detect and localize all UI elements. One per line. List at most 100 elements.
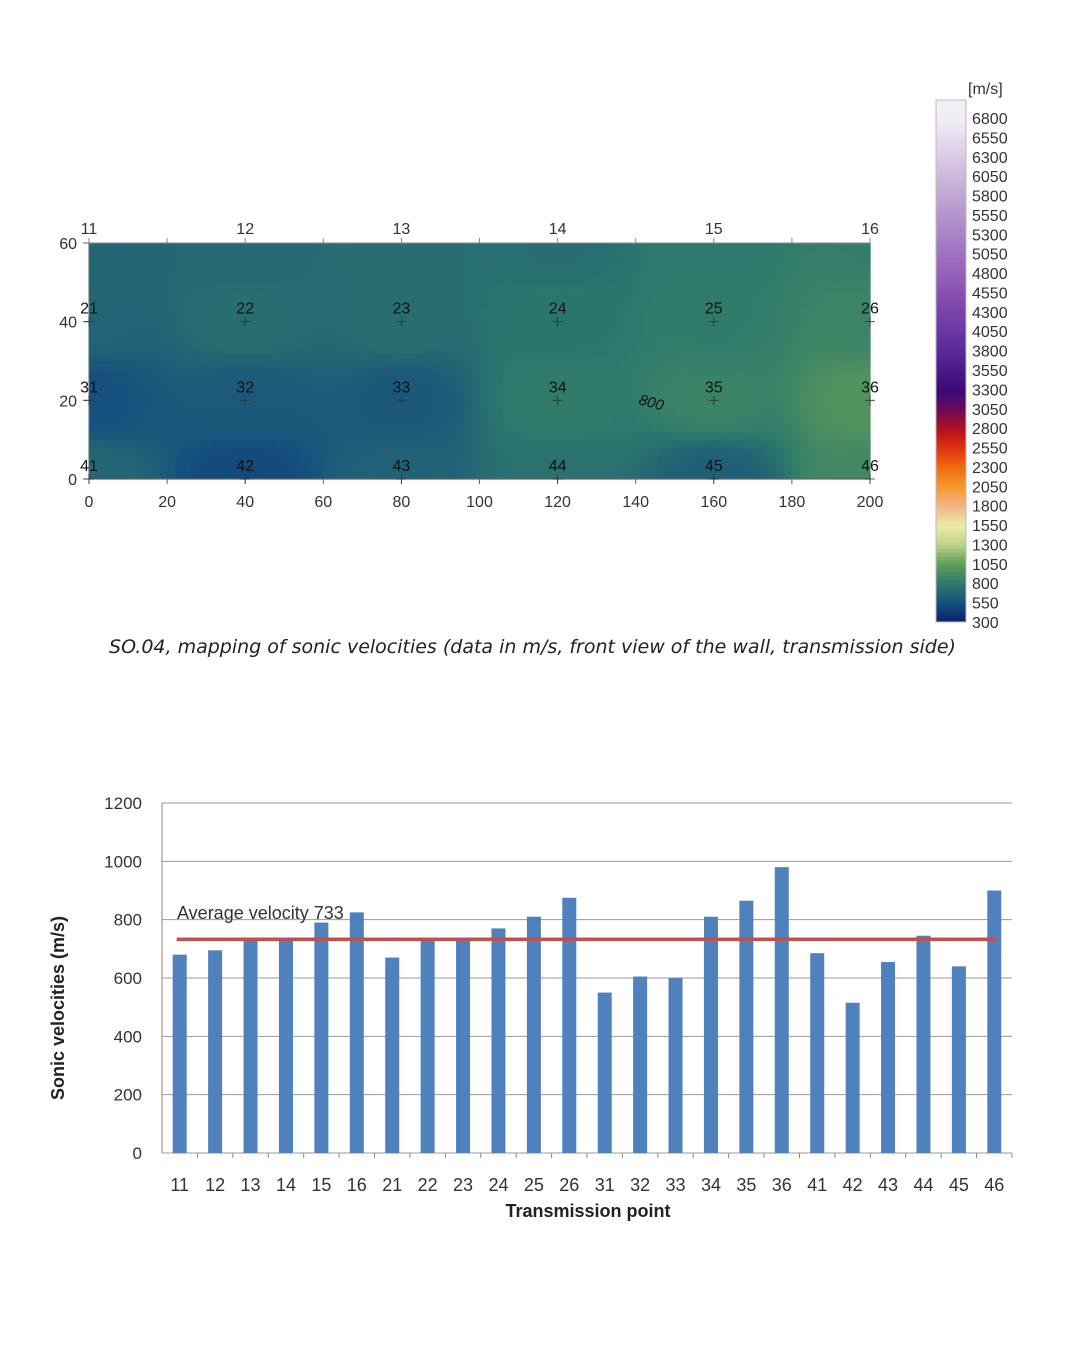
heatmap-cell [721,266,731,276]
heatmap-cell [354,361,363,370]
heatmap-cell [690,416,699,425]
heatmap-cell [346,423,356,433]
heatmap-cell [448,431,457,441]
x-tick-label: 23 [453,1175,473,1195]
heatmap-cell [502,400,512,409]
heatmap-cell [198,416,207,425]
heatmap-cell [541,321,551,331]
heatmap-cell [690,282,699,291]
heatmap-cell [120,423,129,433]
heatmap-cell [417,439,426,449]
heatmap-cell [620,290,629,299]
heatmap-cell [830,258,840,268]
heatmap-cell [581,361,590,370]
heatmap-cell [448,423,457,433]
y-tick-label: 200 [114,1086,142,1105]
heatmap-cell [112,361,121,370]
heatmap-cell [573,455,582,464]
heatmap-cell [502,447,512,456]
heatmap-cell [370,416,379,425]
heatmap-cell [276,329,285,338]
heatmap-cell [627,400,637,409]
heatmap-cell [479,313,488,323]
heatmap-cell [495,447,504,456]
heatmap-cell [502,368,512,378]
heatmap-cell [784,384,793,394]
heatmap-cell [409,329,418,338]
heatmap-cell [89,361,98,370]
heatmap-cell [698,408,707,417]
heatmap-cell [245,321,254,331]
heatmap-cell [260,266,270,276]
heatmap-cell [448,376,457,386]
heatmap-cell [253,376,262,386]
heatmap-cell [143,243,153,252]
heatmap-cell [292,353,301,362]
heatmap-cell [830,266,840,276]
heatmap-cell [260,416,270,425]
heatmap-cell [245,376,254,386]
heatmap-cell [292,274,301,283]
heatmap-cell [651,243,660,252]
heatmap-cell [456,384,465,394]
heatmap-cell [862,243,871,252]
colorbar-segment [936,420,966,425]
heatmap-cell [346,298,356,307]
colorbar-segment [936,191,966,197]
heatmap-cell [799,305,809,315]
heatmap-cell [791,431,801,441]
heatmap-cell [659,447,668,456]
colorbar-segment [936,141,966,146]
heatmap-cell [666,368,676,378]
heatmap-cell [417,416,426,425]
heatmap-cell [846,305,855,315]
heatmap-cell [174,471,184,480]
heatmap-cell [104,392,114,401]
heatmap-cell [198,282,207,291]
heatmap-cell [198,361,207,370]
heatmap-cell [729,376,738,386]
heatmap-cell [549,416,559,425]
heatmap-cell [807,431,816,441]
heatmap-cell [487,345,496,354]
heatmap-cell [518,447,527,456]
heatmap-cell [541,305,551,315]
heatmap-cell [565,337,574,346]
heatmap-cell [604,384,613,394]
heatmap-cell [253,266,262,276]
heatmap-cell [534,368,543,378]
heatmap-cell [104,258,114,268]
x-tick-label: 34 [701,1175,721,1195]
heatmap-cell [581,313,590,323]
heatmap-cell [276,353,285,362]
heatmap-cell [198,274,207,283]
heatmap-cell [729,439,738,449]
heatmap-cell [502,439,512,449]
heatmap-cell [502,353,512,362]
heatmap-cell [385,361,395,370]
heatmap-cell [510,416,520,425]
heatmap-cell [573,439,582,449]
heatmap-cell [620,305,629,315]
heatmap-cell [479,305,488,315]
heatmap-cell [534,250,543,260]
heatmap-cell [705,455,715,464]
colorbar-segment [936,350,966,355]
heatmap-cell [96,368,106,378]
heatmap-cell [620,274,629,283]
heatmap-cell [768,282,777,291]
heatmap-cell [737,455,746,464]
heatmap-cell [674,361,684,370]
heatmap-cell [206,408,215,417]
heatmap-cell [643,447,652,456]
heatmap-cell [823,471,832,480]
heatmap-cell [612,305,621,315]
heatmap-cell [229,329,238,338]
heatmap-cell [104,447,114,456]
colorbar-segment [936,102,966,107]
heatmap-cell [456,423,465,433]
colorbar-segment [936,218,966,224]
heatmap-cell [409,305,418,315]
heatmap-cell [377,423,387,433]
heatmap-cell [862,400,871,409]
